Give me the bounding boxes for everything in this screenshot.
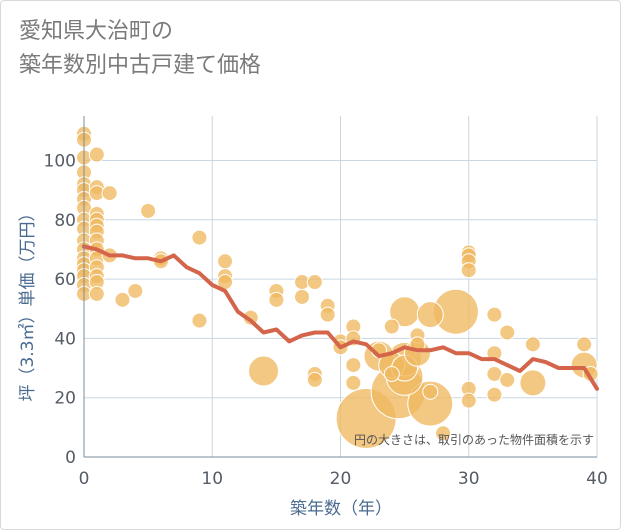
x-tick-label: 40 [586,469,608,489]
data-point [88,285,105,302]
data-point [248,355,280,387]
y-tick-label: 20 [54,389,76,409]
y-tick-label: 60 [54,270,76,290]
y-tick-label: 80 [54,211,76,231]
y-tick-label: 40 [54,329,76,349]
chart-title: 愛知県大治町の 築年数別中古戸建て価格 [19,19,262,78]
data-point [345,374,362,391]
data-point [524,336,541,353]
x-tick-label: 0 [79,469,90,489]
x-tick-label: 10 [201,469,223,489]
data-point [422,383,439,400]
data-point [306,371,323,388]
data-point [416,301,444,329]
data-point [114,291,131,308]
data-point [383,318,400,335]
data-point [435,425,452,442]
data-point [88,146,105,163]
data-point [499,371,516,388]
data-point [319,306,336,323]
data-point [268,291,285,308]
data-point [140,202,157,219]
data-point [345,357,362,374]
data-point [191,229,208,246]
y-axis-title: 坪（3.3㎡）単価（万円） [18,204,38,401]
data-point [101,185,118,202]
x-tick-label: 20 [330,469,352,489]
y-tick-label: 100 [44,151,76,171]
data-point [217,253,234,270]
trend-layer [82,244,599,391]
data-point [383,365,400,382]
data-point [294,288,311,305]
size-note: 円の大きさは、取引のあった物件面積を示す [354,432,594,447]
data-point [576,336,593,353]
data-point [460,392,477,409]
y-tick-label: 0 [65,448,76,468]
trend-line [82,244,599,391]
data-point [407,380,454,427]
grid-layer [84,116,598,457]
data-point [499,324,516,341]
data-point [191,312,208,329]
x-tick-label: 30 [458,469,480,489]
data-point [460,262,477,279]
data-point [306,274,323,291]
data-point [519,369,547,397]
x-axis-title: 築年数（年） [290,499,392,519]
axis-layer: 0 10 20 30 40 0 20 40 60 80 100 [44,116,608,489]
data-point [486,386,503,403]
data-point [127,282,144,299]
data-point [486,306,503,323]
bubble-layer [76,125,599,449]
